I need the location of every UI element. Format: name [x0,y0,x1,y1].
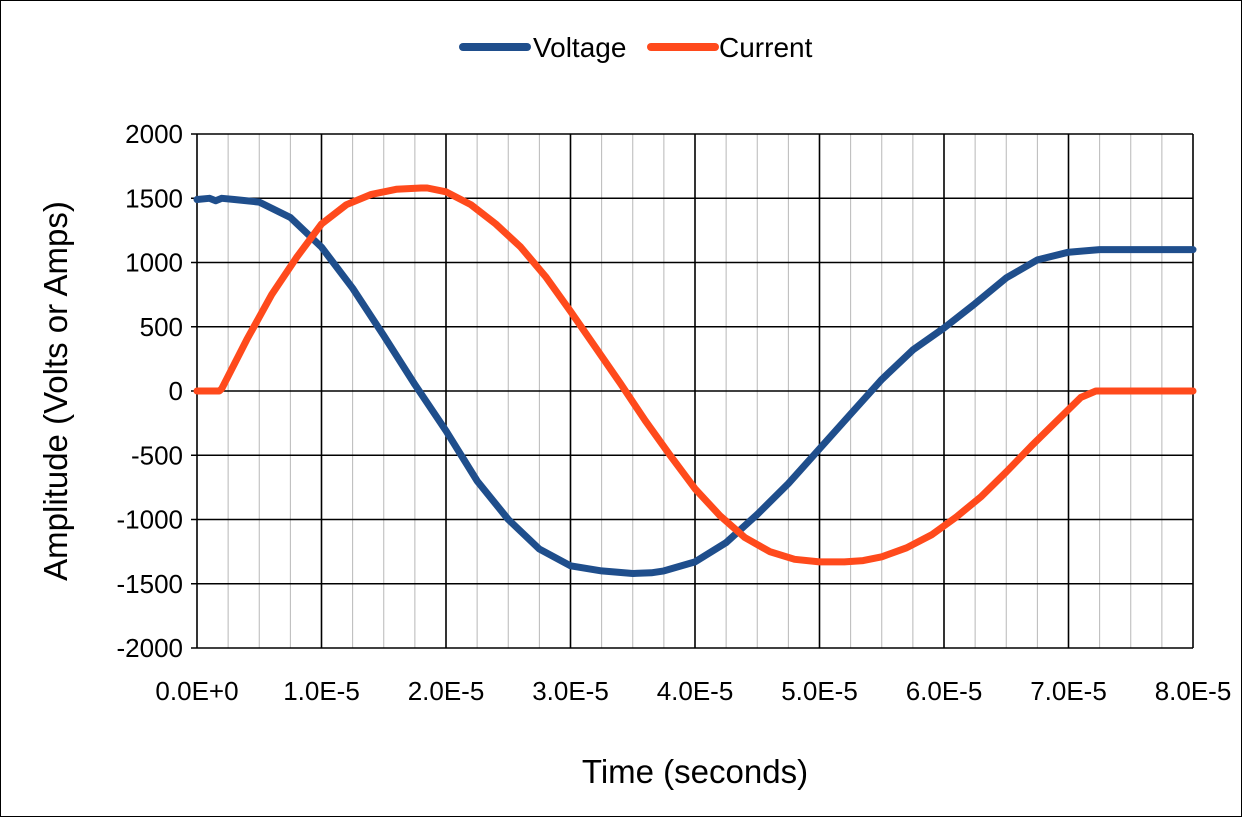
x-tick-label: 8.0E-5 [1155,676,1232,706]
x-tick-label: 3.0E-5 [532,676,609,706]
series-line-voltage [193,194,1197,577]
y-tick-label: -1500 [117,569,184,599]
legend: Voltage Current [459,32,813,63]
legend-label-current: Current [719,32,813,63]
y-axis-title: Amplitude (Volts or Amps) [37,201,74,581]
x-axis-title: Time (seconds) [582,753,808,790]
y-tick-label: -500 [131,440,183,470]
y-tick-label: -1000 [117,505,184,535]
x-tick-label: 0.0E+0 [155,676,238,706]
x-tick-label: 2.0E-5 [408,676,485,706]
x-tick-label: 5.0E-5 [781,676,858,706]
x-tick-label: 6.0E-5 [906,676,983,706]
y-tick-labels: 2000 1500 1000 500 0 -500 -1000 -1500 -2000 [117,119,184,663]
series-line-current [193,184,1197,566]
x-tick-labels: 0.0E+0 1.0E-5 2.0E-5 3.0E-5 4.0E-5 5.0E-5 6.0E… [155,676,1231,706]
x-tick-label: 7.0E-5 [1030,676,1107,706]
y-tick-label: 500 [140,312,183,342]
y-tick-label: 2000 [125,119,183,149]
y-tick-label: 0 [169,376,183,406]
y-tick-label: 1500 [125,183,183,213]
series-lines [193,184,1197,577]
x-tick-label: 4.0E-5 [657,676,734,706]
legend-label-voltage: Voltage [533,32,626,63]
x-tick-label: 1.0E-5 [283,676,360,706]
y-tick-label: -2000 [117,633,184,663]
y-tick-label: 1000 [125,248,183,278]
